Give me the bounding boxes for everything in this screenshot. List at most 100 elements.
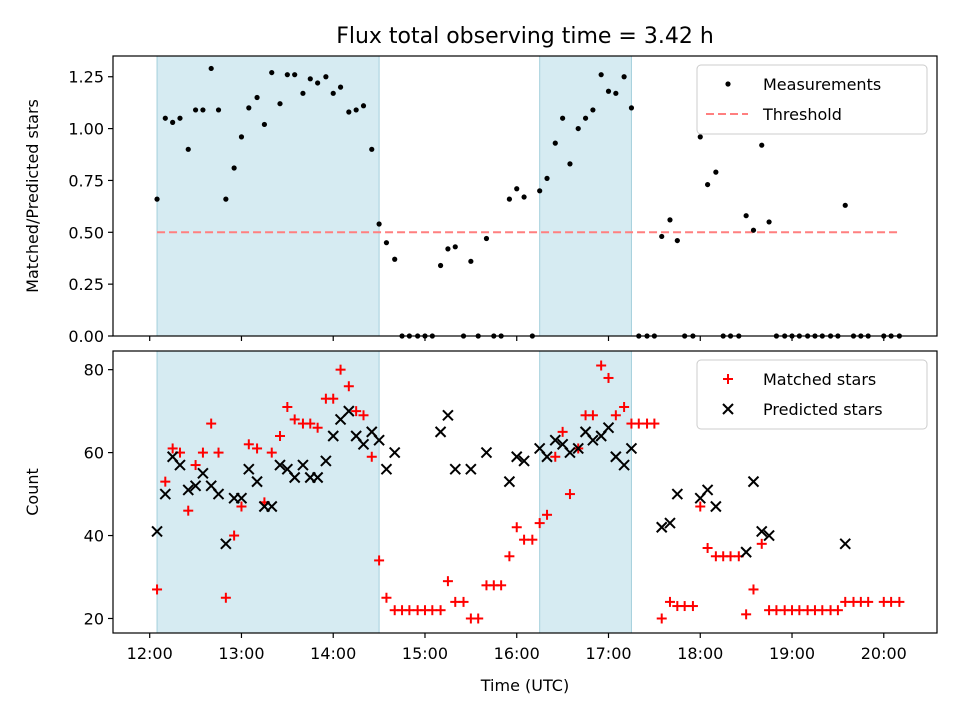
- measurement-point: [277, 101, 283, 107]
- predicted-star-stroke-b: [839, 538, 851, 550]
- matched-star-point: [649, 418, 660, 429]
- measurement-point: [468, 258, 474, 264]
- matched-star-point: [534, 518, 545, 529]
- matched-star-point: [557, 426, 568, 437]
- predicted-star-point: [212, 488, 225, 500]
- predicted-star-point: [311, 471, 324, 484]
- predicted-star-point: [182, 484, 194, 496]
- predicted-star-point: [740, 546, 752, 558]
- measurement-point: [215, 107, 222, 113]
- x-tick-label: 15:00: [402, 644, 448, 663]
- measurement-point: [392, 256, 398, 262]
- matched-star-point: [587, 410, 598, 421]
- matched-star-point: [619, 401, 630, 412]
- y-axis-label: Count: [23, 468, 42, 516]
- predicted-star-point: [587, 434, 599, 446]
- predicted-star-point: [503, 475, 516, 488]
- predicted-star-stroke-b: [664, 517, 676, 529]
- matched-star-point: [335, 364, 346, 375]
- legend-dot-marker: [725, 81, 731, 87]
- measurement-point: [598, 72, 604, 78]
- predicted-star-stroke-b: [442, 409, 454, 421]
- predicted-star-point: [220, 538, 232, 550]
- measurement-point: [743, 213, 749, 219]
- predicted-star-stroke-b: [274, 459, 286, 471]
- legend: Matched stars Predicted stars: [696, 359, 928, 430]
- measurement-point: [521, 194, 527, 200]
- predicted-star-stroke-b: [380, 463, 393, 475]
- matched-star-point: [756, 538, 767, 549]
- predicted-star-stroke-b: [212, 488, 225, 500]
- predicted-star-point: [151, 525, 163, 538]
- matched-star-point: [702, 542, 713, 553]
- predicted-star-stroke-b: [297, 459, 309, 471]
- predicted-star-stroke-b: [174, 459, 186, 471]
- measurement-point: [330, 90, 336, 96]
- matched-star-point: [289, 414, 300, 425]
- matched-star-point: [863, 596, 874, 607]
- predicted-star-stroke-b: [503, 475, 516, 488]
- predicted-star-point: [343, 405, 355, 417]
- predicted-star-point: [656, 521, 668, 533]
- legend-label: Predicted stars: [763, 400, 883, 419]
- matched-star-point: [252, 443, 263, 454]
- measurement-point: [323, 74, 329, 80]
- predicted-star-point: [549, 434, 561, 446]
- predicted-star-stroke-b: [189, 480, 202, 492]
- x-tick-label: 17:00: [585, 644, 631, 663]
- matched-star-point: [442, 576, 453, 587]
- matched-star-point: [236, 501, 247, 512]
- x-tick-label: 16:00: [494, 644, 540, 663]
- y-tick-label: 20: [84, 609, 104, 628]
- predicted-star-point: [671, 488, 684, 500]
- predicted-star-point: [511, 451, 523, 463]
- matched-star-point: [435, 605, 446, 616]
- predicted-star-stroke-b: [320, 455, 332, 467]
- predicted-star-point: [243, 463, 255, 475]
- matched-star-point: [229, 530, 240, 541]
- measurement-point: [246, 105, 252, 111]
- matched-star-point: [275, 431, 286, 442]
- measurement-point: [185, 146, 191, 152]
- predicted-star-point: [235, 492, 248, 504]
- x-tick-label: 19:00: [769, 644, 815, 663]
- predicted-star-stroke-b: [220, 538, 232, 550]
- measurement-point: [445, 246, 451, 252]
- matched-star-point: [167, 443, 178, 454]
- matched-star-point: [473, 613, 484, 624]
- predicted-star-stroke-b: [266, 500, 278, 513]
- y-tick-label: 80: [84, 361, 104, 380]
- predicted-star-point: [701, 484, 714, 496]
- y-tick-label: 0.25: [68, 275, 104, 294]
- measurement-point: [192, 107, 199, 113]
- measurement-point: [659, 233, 665, 240]
- matched-star-point: [220, 592, 231, 603]
- predicted-star-stroke-b: [618, 459, 630, 471]
- predicted-star-stroke-b: [281, 463, 294, 475]
- measurement-point: [162, 115, 168, 121]
- observing-window-band: [539, 350, 632, 634]
- matched-star-point: [832, 605, 843, 616]
- predicted-star-point: [480, 446, 493, 459]
- measurement-point: [537, 188, 543, 194]
- predicted-star-stroke-b: [151, 525, 163, 538]
- predicted-star-point: [564, 446, 576, 459]
- predicted-star-point: [756, 525, 768, 538]
- predicted-star-point: [380, 463, 393, 475]
- matched-star-point: [351, 406, 362, 417]
- predicted-star-stroke-b: [480, 446, 493, 459]
- predicted-star-point: [197, 467, 209, 480]
- y-tick-label: 1.25: [68, 68, 104, 87]
- predicted-star-point: [664, 517, 676, 529]
- predicted-star-stroke-b: [756, 525, 768, 538]
- matched-star-point: [282, 401, 293, 412]
- predicted-star-point: [449, 463, 461, 475]
- predicted-star-point: [747, 475, 760, 488]
- predicted-star-stroke-b: [610, 451, 622, 463]
- x-axis-label: Time (UTC): [480, 676, 569, 695]
- x-tick-label: 14:00: [310, 644, 356, 663]
- matched-star-point: [687, 601, 698, 612]
- predicted-star-point: [388, 446, 401, 459]
- measurement-point: [238, 134, 245, 140]
